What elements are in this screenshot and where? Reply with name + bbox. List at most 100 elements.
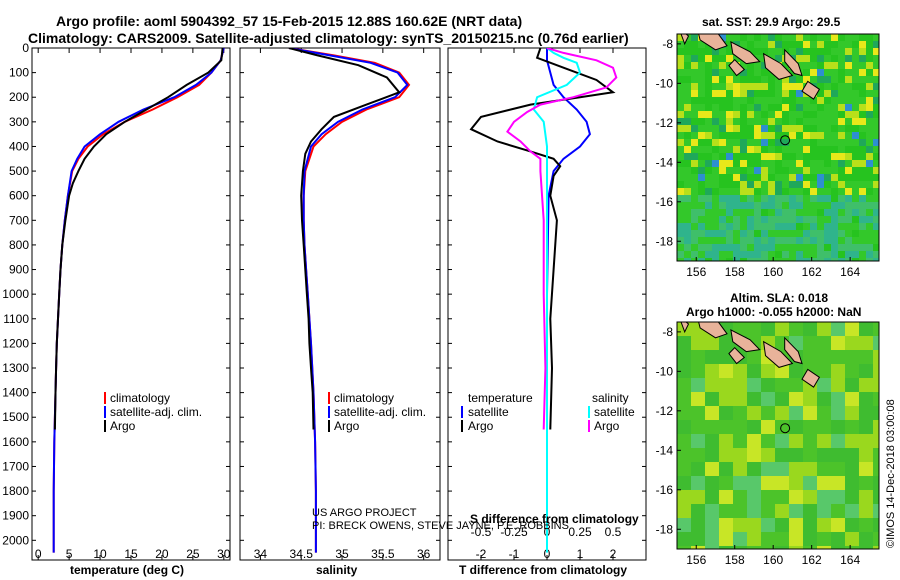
map-cell (866, 41, 874, 49)
map-cell (677, 146, 685, 154)
map-cell (817, 406, 832, 421)
map-cell (698, 202, 706, 210)
x-tick-label: 0 (544, 547, 551, 561)
map-cell (817, 258, 825, 261)
map-cell (775, 378, 790, 393)
map-cell (810, 55, 818, 63)
map-cell (719, 364, 734, 379)
map-cell (740, 146, 748, 154)
map-cell (838, 223, 846, 231)
map-cell (803, 244, 811, 252)
map-cell (754, 83, 762, 91)
map-cell (789, 420, 804, 435)
map-cell (831, 41, 839, 49)
map-cell (831, 420, 846, 435)
map-cell (782, 237, 790, 245)
map-cell (845, 476, 860, 491)
map-cell (733, 125, 741, 133)
map-cell (761, 97, 769, 105)
difference-temperature-argo-line (469, 48, 616, 430)
map-cell (754, 202, 762, 210)
map-cell (831, 97, 839, 105)
map-cell (873, 118, 879, 126)
map-cell (733, 476, 748, 491)
map-cell (719, 490, 734, 505)
map-cell (768, 167, 776, 175)
map-cell (698, 146, 706, 154)
map-cell (817, 476, 832, 491)
island (698, 322, 728, 339)
map-cell (691, 532, 706, 547)
map-cell (852, 188, 860, 196)
map-cell (726, 230, 734, 238)
map-cell (747, 69, 755, 77)
map-cell (768, 237, 776, 245)
map-cell (831, 251, 839, 259)
depth-tick-label: 1900 (2, 509, 29, 523)
map-cell (747, 202, 755, 210)
map-cell (796, 202, 804, 210)
depth-tick-label: 1800 (2, 484, 29, 498)
map-cell (747, 167, 755, 175)
map-cell (712, 174, 720, 182)
map-cell (747, 153, 755, 161)
map-cell (873, 41, 879, 49)
map-cell (733, 90, 741, 98)
map-cell (803, 125, 811, 133)
map-cell (733, 55, 741, 63)
map-cell (831, 546, 846, 549)
map-cell (719, 69, 727, 77)
legend-label-s-argo: Argo (594, 419, 620, 433)
map-cell (712, 139, 720, 147)
map-cell (754, 76, 762, 84)
map-cell (789, 139, 797, 147)
map-cell (838, 48, 846, 56)
map-cell (824, 34, 832, 42)
map-cell (782, 97, 790, 105)
map-cell (810, 202, 818, 210)
map-cell (831, 209, 839, 217)
map-cell (852, 48, 860, 56)
map-cell (845, 490, 860, 505)
map-cell (726, 223, 734, 231)
map-cell (705, 146, 713, 154)
map-cell (684, 69, 692, 77)
map-cell (803, 132, 811, 140)
map-cell (845, 160, 853, 168)
salinity-argo-line (288, 48, 401, 430)
map-cell (824, 244, 832, 252)
temperature-climatology-line (52, 48, 225, 553)
map-cell (761, 251, 769, 259)
map-cell (677, 504, 692, 519)
map-cell (831, 125, 839, 133)
map-cell (852, 69, 860, 77)
map-cell (817, 118, 825, 126)
map-cell (684, 230, 692, 238)
map-cell (698, 55, 706, 63)
map-cell (747, 146, 755, 154)
map-cell (789, 434, 804, 449)
map-cell (873, 34, 879, 42)
map-cell (831, 476, 846, 491)
map-cell (712, 62, 720, 70)
map-cell (691, 251, 699, 259)
map-cell (789, 69, 797, 77)
island (801, 368, 821, 388)
map-cell (789, 83, 797, 91)
map-cell (810, 230, 818, 238)
map-cell (866, 195, 874, 203)
map-cell (684, 160, 692, 168)
island (784, 48, 803, 77)
map-cell (768, 244, 776, 252)
map-cell (782, 111, 790, 119)
map-cell (719, 336, 734, 351)
map-cell (817, 546, 832, 549)
map-cell (873, 167, 879, 175)
map-cell (859, 406, 874, 421)
map-cell (705, 504, 720, 519)
map-cell (740, 237, 748, 245)
map-cell (684, 90, 692, 98)
temperature-plot-frame (31, 47, 231, 561)
map-cell (782, 104, 790, 112)
map-cell (859, 244, 867, 252)
